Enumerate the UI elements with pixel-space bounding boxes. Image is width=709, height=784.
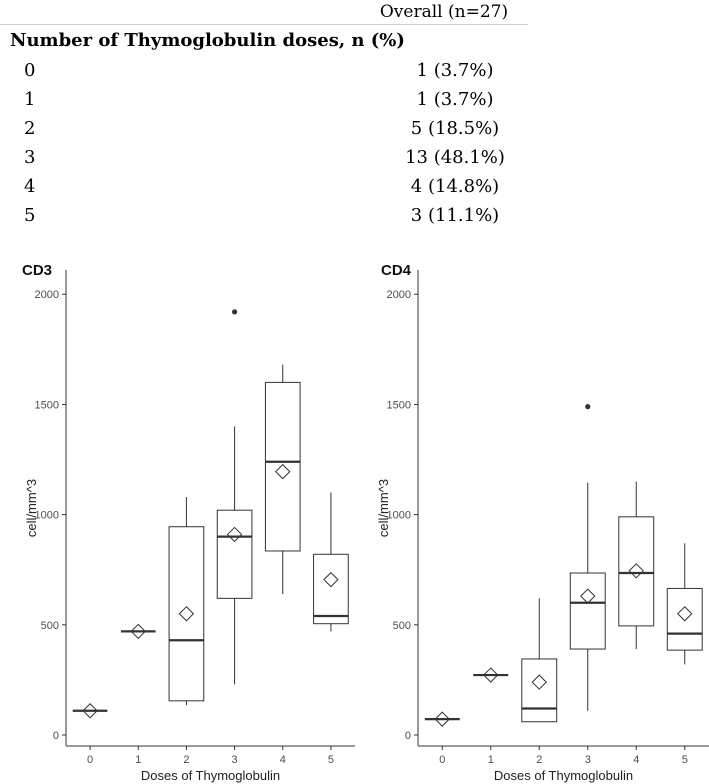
mean-marker [580, 588, 596, 604]
box [618, 516, 655, 627]
table-row: 5 3 (11.1%) [0, 201, 709, 231]
table-row: 4 4 (14.8%) [0, 172, 709, 202]
row-value: 4 (14.8%) [410, 176, 500, 197]
x-tick-label: 2 [536, 754, 542, 766]
y-tick-label: 1000 [35, 510, 59, 522]
x-tick-label: 5 [682, 754, 688, 766]
chart-title: CD4 [381, 262, 412, 279]
chart-title: CD3 [22, 262, 52, 279]
x-tick-label: 0 [87, 754, 93, 766]
row-label: 3 [24, 147, 36, 168]
row-value: 1 (3.7%) [416, 89, 494, 110]
summary-table: Overall (n=27) Number of Thymoglobulin d… [0, 0, 709, 240]
row-value: 5 (18.5%) [410, 118, 500, 139]
table-row: 3 13 (48.1%) [0, 143, 709, 173]
y-tick-label: 2000 [387, 289, 411, 301]
x-tick-label: 5 [328, 754, 334, 766]
mean-marker [628, 563, 644, 579]
outlier-point [585, 404, 591, 410]
y-tick-label: 500 [41, 620, 59, 632]
y-axis-label: cell/mm^3 [376, 479, 391, 537]
x-axis-label: Doses of Thymoglobulin [141, 768, 280, 783]
x-tick-label: 2 [183, 754, 189, 766]
y-tick-label: 1000 [387, 510, 411, 522]
mean-marker [226, 526, 243, 543]
x-tick-label: 1 [135, 754, 141, 766]
x-tick-label: 1 [488, 754, 494, 766]
box [216, 509, 253, 599]
box [569, 572, 606, 650]
section-title: Number of Thymoglobulin doses, n (%) [10, 30, 405, 51]
mean-marker [82, 703, 98, 719]
outlier-point [231, 309, 238, 315]
row-value: 13 (48.1%) [405, 147, 505, 168]
box [313, 553, 349, 625]
mean-marker [434, 711, 450, 727]
column-header-overall: Overall (n=27) [379, 2, 509, 22]
table-row: 0 1 (3.7%) [0, 56, 709, 86]
x-tick-label: 3 [232, 754, 238, 766]
y-tick-label: 2000 [35, 289, 59, 301]
row-label: 5 [24, 205, 36, 226]
box [521, 658, 558, 723]
mean-marker [178, 606, 195, 622]
x-tick-label: 4 [280, 754, 286, 766]
mean-marker [531, 674, 547, 690]
x-tick-label: 3 [585, 754, 591, 766]
row-label: 0 [24, 60, 36, 81]
box [168, 526, 205, 702]
box [264, 381, 301, 552]
y-tick-label: 0 [405, 730, 411, 742]
row-value: 1 (3.7%) [416, 60, 494, 81]
y-tick-label: 1500 [35, 399, 59, 411]
y-tick-label: 1500 [387, 399, 411, 411]
y-axis-label: cell/mm^3 [24, 479, 39, 537]
mean-marker [677, 606, 693, 622]
y-tick-label: 500 [393, 620, 411, 632]
box [666, 587, 703, 651]
table-row: 2 5 (18.5%) [0, 114, 709, 144]
mean-marker [275, 463, 291, 480]
x-tick-label: 0 [439, 754, 445, 766]
y-tick-label: 0 [53, 730, 59, 742]
row-label: 2 [24, 118, 36, 139]
row-label: 4 [24, 176, 36, 197]
x-tick-label: 4 [633, 754, 639, 766]
mean-marker [483, 667, 499, 683]
x-axis-label: Doses of Thymoglobulin [494, 768, 633, 783]
header-divider [0, 24, 528, 25]
row-value: 3 (11.1%) [410, 205, 500, 226]
row-label: 1 [24, 89, 36, 110]
mean-marker [323, 571, 339, 588]
table-row: 1 1 (3.7%) [0, 85, 709, 115]
mean-marker [130, 623, 146, 640]
